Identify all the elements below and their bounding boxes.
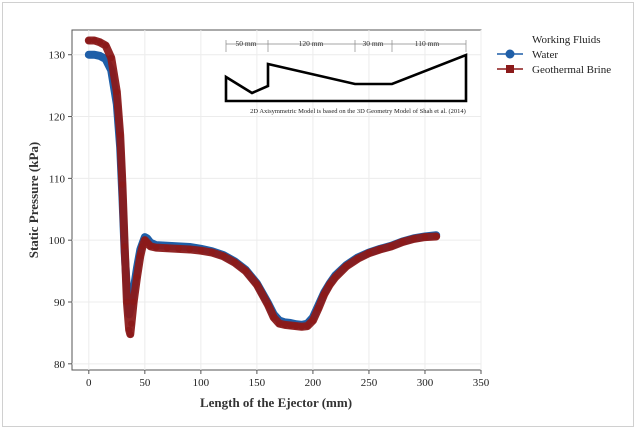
data-point-geothermal-brine xyxy=(332,274,339,281)
data-point-geothermal-brine xyxy=(410,235,417,243)
data-point-geothermal-brine xyxy=(121,243,128,250)
data-point-geothermal-brine xyxy=(253,281,261,288)
data-point-geothermal-brine xyxy=(220,253,227,260)
legend-label-water: Water xyxy=(532,49,558,61)
data-point-geothermal-brine xyxy=(96,39,104,46)
legend: Working Fluids Water Geothermal Brine xyxy=(497,34,611,76)
x-tick-label: 0 xyxy=(86,377,92,389)
data-point-geothermal-brine xyxy=(152,244,160,251)
data-point-geothermal-brine xyxy=(119,181,126,188)
data-point-geothermal-brine xyxy=(354,255,361,262)
data-point-geothermal-brine xyxy=(147,243,154,250)
data-point-geothermal-brine xyxy=(116,131,124,139)
data-point-geothermal-brine xyxy=(376,246,384,253)
data-point-geothermal-brine xyxy=(276,320,283,327)
series-layer xyxy=(84,36,441,339)
series-line-geothermal-brine xyxy=(84,36,441,339)
x-tick-label: 200 xyxy=(305,377,322,389)
data-point-water xyxy=(96,52,104,60)
y-tick-label: 130 xyxy=(49,50,66,62)
data-point-geothermal-brine xyxy=(164,245,171,252)
data-point-geothermal-brine xyxy=(281,321,289,329)
data-point-geothermal-brine xyxy=(292,322,300,330)
data-point-geothermal-brine xyxy=(137,252,144,259)
data-point-geothermal-brine xyxy=(127,330,134,338)
y-tick-label: 80 xyxy=(54,359,66,371)
data-point-geothermal-brine xyxy=(133,274,141,281)
data-point-geothermal-brine xyxy=(85,37,93,44)
data-point-geothermal-brine xyxy=(91,37,98,44)
data-point-geothermal-brine xyxy=(242,267,249,275)
legend-title: Working Fluids xyxy=(532,34,600,46)
axis-ticks: 0 50 100 150 200 250 300 350 80 90 100 110 120 130 xyxy=(49,50,490,389)
data-point-water xyxy=(85,51,93,58)
data-point-geothermal-brine xyxy=(231,259,238,266)
inset-dimension-label: 120 mm xyxy=(299,39,324,48)
x-tick-label: 350 xyxy=(473,377,490,389)
y-tick-label: 90 xyxy=(54,297,66,309)
data-point-geothermal-brine xyxy=(139,243,146,250)
x-tick-label: 250 xyxy=(361,377,378,389)
legend-label-brine: Geothermal Brine xyxy=(532,64,611,76)
data-point-geothermal-brine xyxy=(186,246,193,253)
data-point-geothermal-brine xyxy=(197,247,205,254)
x-tick-label: 100 xyxy=(193,377,210,389)
data-point-water xyxy=(91,51,98,58)
data-point-geothermal-brine xyxy=(315,304,322,312)
inset-dimension-label: 30 mm xyxy=(362,39,383,48)
data-point-geothermal-brine xyxy=(287,322,294,329)
data-point-geothermal-brine xyxy=(432,233,440,240)
data-point-geothermal-brine xyxy=(365,249,373,257)
data-point-geothermal-brine xyxy=(309,317,317,324)
data-point-geothermal-brine xyxy=(208,249,216,256)
data-point-geothermal-brine xyxy=(270,314,277,321)
inset-note: 2D Axisymmetric Model is based on the 3D… xyxy=(250,108,466,115)
data-point-geothermal-brine xyxy=(320,291,328,298)
x-tick-label: 150 xyxy=(249,377,266,389)
data-point-geothermal-brine xyxy=(102,42,109,49)
inset-dimension-label: 110 mm xyxy=(415,39,440,48)
ejector-geometry-inset: 50 mm 120 mm 30 mm 110 mm 2D Axisymmetri… xyxy=(224,39,468,115)
data-point-geothermal-brine xyxy=(264,301,272,309)
data-point-geothermal-brine xyxy=(304,322,311,330)
inset-dimension-label: 50 mm xyxy=(235,39,256,48)
data-point-geothermal-brine xyxy=(343,262,350,270)
data-point-geothermal-brine xyxy=(388,243,395,250)
x-tick-label: 300 xyxy=(417,377,434,389)
y-axis-title: Static Pressure (kPa) xyxy=(26,142,41,259)
data-point-geothermal-brine xyxy=(128,320,135,327)
data-point-geothermal-brine xyxy=(326,281,333,288)
x-axis-title: Length of the Ejector (mm) xyxy=(200,395,352,410)
x-tick-label: 50 xyxy=(139,377,151,389)
y-tick-label: 110 xyxy=(49,173,66,185)
data-point-geothermal-brine xyxy=(399,238,406,246)
y-tick-label: 100 xyxy=(49,235,66,247)
data-point-geothermal-brine xyxy=(421,233,429,241)
data-point-geothermal-brine xyxy=(175,245,182,253)
y-tick-label: 120 xyxy=(49,112,66,124)
data-point-geothermal-brine xyxy=(113,88,121,96)
data-point-geothermal-brine xyxy=(130,298,137,306)
legend-marker-water xyxy=(505,49,515,59)
data-point-geothermal-brine xyxy=(123,298,131,306)
data-point-geothermal-brine xyxy=(298,323,305,330)
legend-marker-brine xyxy=(506,65,514,73)
data-point-geothermal-brine xyxy=(108,54,115,62)
ejector-outline xyxy=(224,53,468,103)
